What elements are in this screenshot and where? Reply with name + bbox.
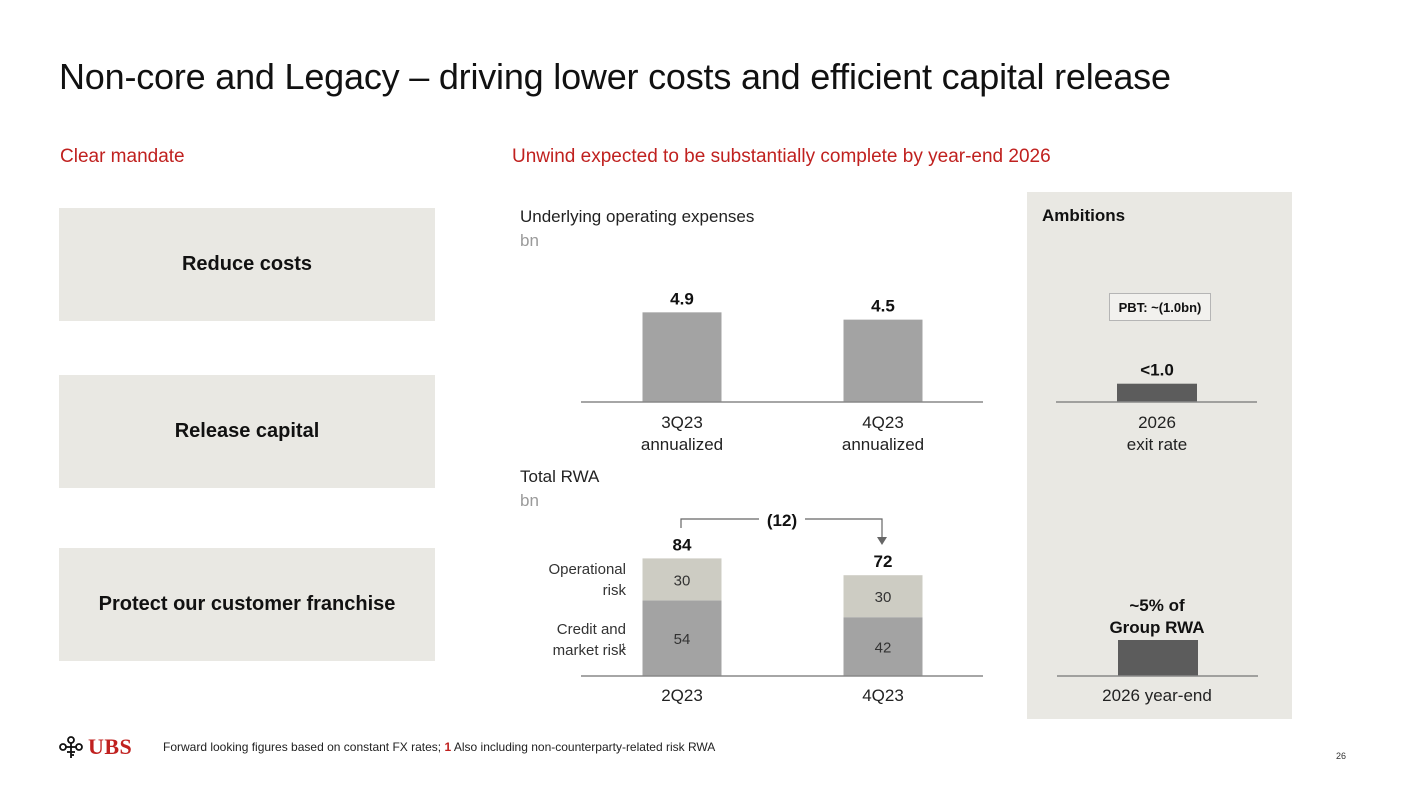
mandate-box-reduce-costs: Reduce costs: [59, 208, 435, 321]
ambition-exit-rate-category: exit rate: [1127, 435, 1187, 454]
rwa-segment-label: 54: [674, 631, 691, 648]
footnote: Forward looking figures based on constan…: [163, 740, 715, 754]
opex-chart-unit: bn: [520, 231, 539, 250]
ambition-rwa-value: ~5% of: [1129, 596, 1185, 615]
rwa-category-label: 4Q23: [862, 686, 904, 705]
rwa-series-label-credit: Credit and: [557, 621, 626, 638]
rwa-chart-title: Total RWA: [520, 467, 600, 486]
rwa-change-arrowhead: [877, 537, 887, 545]
left-section-subtitle: Clear mandate: [60, 146, 185, 167]
ambition-exit-rate-category: 2026: [1138, 413, 1176, 432]
opex-bar: [843, 319, 923, 402]
rwa-footnote-superscript: 1: [621, 642, 626, 652]
rwa-change-bracket-left: [680, 518, 759, 528]
rwa-bar-segment: [843, 617, 923, 676]
right-section-subtitle: Unwind expected to be substantially comp…: [512, 146, 1051, 167]
rwa-bar-segment: [642, 600, 722, 676]
ambitions-panel: [1027, 192, 1292, 719]
opex-chart-title: Underlying operating expenses: [520, 207, 755, 226]
rwa-category-label: 2Q23: [661, 686, 703, 705]
rwa-segment-label: 30: [674, 572, 691, 589]
opex-value-label: 4.9: [670, 289, 694, 308]
footnote-number: 1: [444, 740, 452, 754]
ambition-exit-rate-bar: [1117, 383, 1197, 402]
opex-category-label: 3Q23: [661, 413, 703, 432]
page-title: Non-core and Legacy – driving lower cost…: [59, 56, 1171, 97]
mandate-box-label: Protect our customer franchise: [98, 593, 396, 615]
rwa-bar-segment: [642, 558, 722, 601]
rwa-segment-label: 42: [875, 640, 892, 657]
opex-category-label: annualized: [641, 435, 723, 454]
mandate-box-protect-franchise: Protect our customer franchise: [59, 548, 435, 661]
opex-value-label: 4.5: [871, 297, 895, 316]
keys-icon: [59, 736, 83, 758]
footnote-main: Forward looking figures based on constan…: [163, 740, 445, 754]
ambition-exit-rate-value: <1.0: [1140, 361, 1174, 380]
rwa-series-label-operational: risk: [603, 582, 627, 599]
mandate-box-label: Release capital: [174, 420, 320, 442]
ubs-logo: UBS: [58, 734, 132, 760]
opex-category-label: 4Q23: [862, 413, 904, 432]
opex-bar: [642, 312, 722, 402]
page-number: 26: [1336, 751, 1347, 761]
rwa-series-label-operational: Operational: [548, 561, 626, 578]
rwa-chart-unit: bn: [520, 491, 539, 510]
ambition-rwa-bar: [1118, 640, 1198, 676]
ambition-rwa-category: 2026 year-end: [1102, 686, 1212, 705]
mandate-box-release-capital: Release capital: [59, 375, 435, 488]
ambition-rwa-value: Group RWA: [1109, 618, 1204, 637]
footnote-rest: Also including non-counterparty-related …: [451, 740, 716, 754]
opex-category-label: annualized: [842, 435, 924, 454]
rwa-bar-segment: [843, 575, 923, 618]
rwa-segment-label: 30: [875, 589, 892, 606]
rwa-total-label: 72: [874, 552, 893, 571]
ambitions-title: Ambitions: [1042, 206, 1126, 225]
pbt-annotation: PBT: ~(1.0bn): [1109, 293, 1211, 321]
rwa-change-label: (12): [767, 511, 797, 530]
mandate-box-label: Reduce costs: [181, 253, 313, 275]
rwa-change-bracket-right: [805, 518, 883, 538]
rwa-total-label: 84: [673, 535, 692, 554]
rwa-series-label-credit: market risk: [553, 642, 627, 659]
logo-text: UBS: [88, 734, 133, 759]
